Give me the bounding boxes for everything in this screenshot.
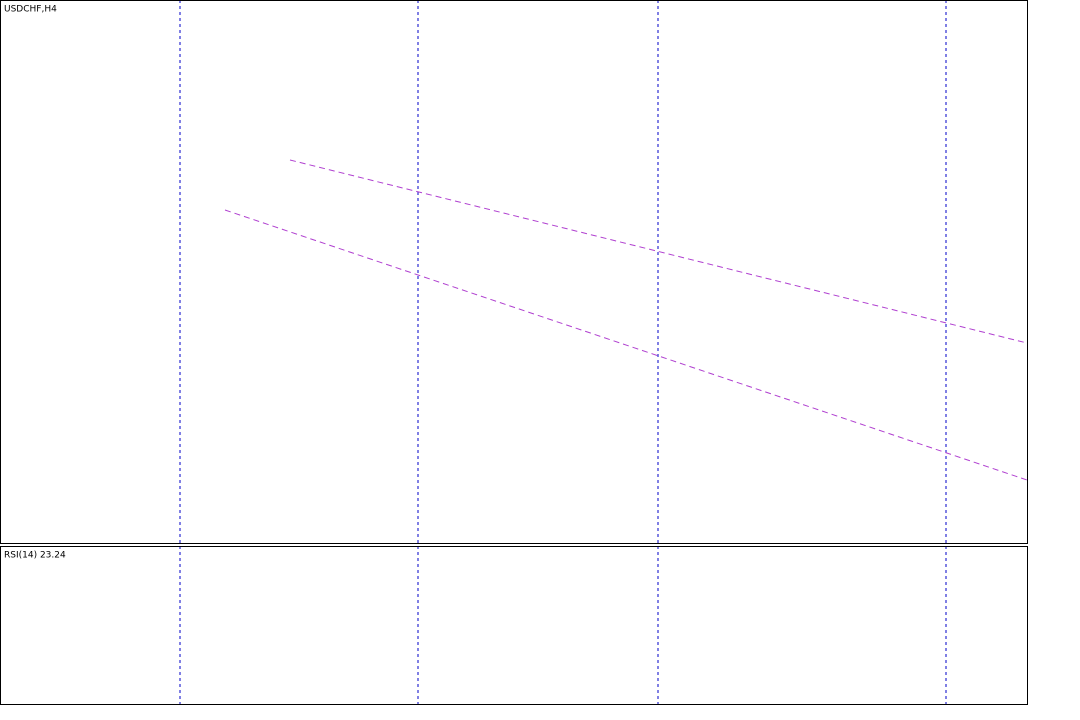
channel-lower [224, 209, 1028, 481]
rsi-frame [0, 546, 1028, 705]
channel-upper [289, 159, 1028, 344]
chart-title: USDCHF,H4 [4, 5, 57, 15]
rsi-title: RSI(14) 23.24 [4, 551, 66, 561]
main-frame [0, 0, 1028, 544]
